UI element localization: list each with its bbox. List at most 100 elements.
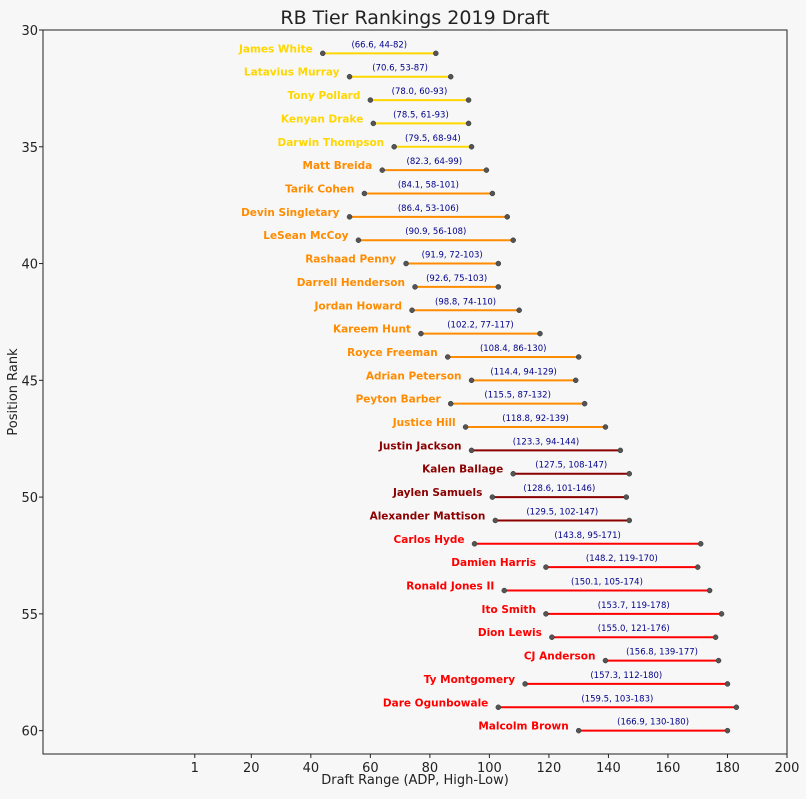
player-range: Ronald Jones II (150.1, 105-174) <box>406 578 713 594</box>
player-range: CJ Anderson (156.8, 139-177) <box>524 648 722 664</box>
player-range: Malcolm Brown (166.9, 130-180) <box>478 718 731 734</box>
adp-data-label: (150.1, 105-174) <box>571 578 643 588</box>
low-point <box>489 494 496 500</box>
player-name-label: Malcolm Brown <box>478 721 568 733</box>
low-point <box>370 120 377 127</box>
player-name-label: Ty Montgomery <box>424 674 516 686</box>
player-range: Jordan Howard (98.8, 74-110) <box>314 297 522 314</box>
player-name-label: Kalen Ballage <box>422 464 503 476</box>
high-point <box>537 330 543 337</box>
high-point <box>489 190 496 197</box>
low-point <box>492 517 499 524</box>
adp-data-label: (70.6, 53-87) <box>372 64 428 74</box>
player-name-label: Tarik Cohen <box>285 183 354 195</box>
player-name-label: Justin Jackson <box>378 440 462 452</box>
adp-data-label: (157.3, 112-180) <box>590 671 662 681</box>
high-point <box>724 681 731 687</box>
player-range: Carlos Hyde (143.8, 95-171) <box>394 531 704 547</box>
player-range: Alexander Mattison (129.5, 102-147) <box>370 507 633 524</box>
player-name-label: LeSean McCoy <box>263 230 348 242</box>
x-tick-label: 180 <box>715 761 740 776</box>
high-point <box>465 97 472 103</box>
player-range: Adrian Peterson (114.4, 94-129) <box>366 367 579 384</box>
x-tick-label: 20 <box>243 761 260 776</box>
high-point <box>626 517 633 524</box>
x-tick-label: 40 <box>303 761 320 776</box>
high-point <box>575 354 582 360</box>
low-point <box>468 377 475 384</box>
player-range: Tarik Cohen (84.1, 58-101) <box>285 180 496 197</box>
player-name-label: CJ Anderson <box>524 651 596 663</box>
player-name-label: Kareem Hunt <box>333 324 411 336</box>
high-point <box>712 634 719 640</box>
chart-title: RB Tier Rankings 2019 Draft <box>280 7 549 29</box>
player-name-label: Damien Harris <box>451 557 536 569</box>
player-range: Justin Jackson (123.3, 94-144) <box>378 437 624 454</box>
adp-data-label: (153.7, 119-178) <box>598 601 670 611</box>
player-name-label: Devin Singletary <box>241 207 340 219</box>
player-name-label: Matt Breida <box>303 160 373 172</box>
adp-data-label: (91.9, 72-103) <box>422 251 483 261</box>
adp-data-label: (102.2, 77-117) <box>447 321 513 331</box>
high-point <box>706 587 713 594</box>
y-tick-label: 40 <box>21 258 38 273</box>
player-name-label: Latavius Murray <box>244 67 340 79</box>
adp-data-label: (78.5, 61-93) <box>393 110 449 120</box>
player-range: Royce Freeman (108.4, 86-130) <box>347 344 582 360</box>
adp-data-label: (86.4, 53-106) <box>398 204 459 214</box>
low-point <box>444 354 451 360</box>
player-range: Rashaad Penny (91.9, 72-103) <box>305 251 502 267</box>
player-range: Darwin Thompson (79.5, 68-94) <box>278 134 475 150</box>
player-name-label: Ito Smith <box>482 604 536 616</box>
high-point <box>495 260 502 267</box>
x-tick-label: 140 <box>596 761 621 776</box>
player-name-label: James White <box>238 43 313 55</box>
adp-data-label: (114.4, 94-129) <box>490 367 556 377</box>
adp-data-label: (92.6, 75-103) <box>426 274 487 284</box>
high-point <box>694 564 701 570</box>
low-point <box>409 307 415 314</box>
player-range: Dion Lewis (155.0, 121-176) <box>478 624 719 640</box>
high-point <box>447 73 454 80</box>
player-name-label: Justice Hill <box>392 417 456 429</box>
high-point <box>468 144 475 150</box>
x-tick-label: 60 <box>362 761 379 776</box>
player-range: Kalen Ballage (127.5, 108-147) <box>422 461 633 477</box>
low-point <box>412 284 418 290</box>
player-range: Matt Breida (82.3, 64-99) <box>303 157 490 173</box>
player-range: Ty Montgomery (157.3, 112-180) <box>424 671 731 687</box>
adp-data-label: (90.9, 56-108) <box>405 227 466 237</box>
adp-data-label: (115.5, 87-132) <box>484 391 550 401</box>
high-point <box>623 494 630 500</box>
x-tick-label: 120 <box>537 761 562 776</box>
player-range: Dare Ogunbowale (159.5, 103-183) <box>383 694 740 711</box>
player-range: Ito Smith (153.7, 119-178) <box>482 601 725 617</box>
low-point <box>543 611 549 617</box>
y-tick-label: 35 <box>21 141 38 156</box>
x-tick-label: 80 <box>422 761 439 776</box>
player-range: Darrell Henderson (92.6, 75-103) <box>297 274 502 290</box>
adp-data-label: (78.0, 60-93) <box>392 87 448 97</box>
player-name-label: Jaylen Samuels <box>392 487 482 499</box>
player-name-label: Alexander Mattison <box>370 510 486 522</box>
adp-data-label: (129.5, 102-147) <box>526 507 598 517</box>
low-point <box>418 330 424 337</box>
player-range: Devin Singletary (86.4, 53-106) <box>241 204 511 220</box>
adp-data-label: (155.0, 121-176) <box>598 624 670 634</box>
adp-data-label: (82.3, 64-99) <box>407 157 463 167</box>
high-point <box>495 284 502 290</box>
player-name-label: Dare Ogunbowale <box>383 697 488 709</box>
y-axis: 30 35 40 45 50 55 60 <box>21 24 43 740</box>
player-name-label: Dion Lewis <box>478 627 542 639</box>
adp-data-label: (127.5, 108-147) <box>535 461 607 471</box>
player-range: Peyton Barber (115.5, 87-132) <box>356 391 588 407</box>
low-point <box>346 214 353 220</box>
high-point <box>617 447 624 454</box>
player-range: Kenyan Drake (78.5, 61-93) <box>281 110 472 127</box>
high-point <box>465 120 472 127</box>
high-point <box>626 470 633 477</box>
player-name-label: Darwin Thompson <box>278 137 385 149</box>
adp-data-label: (156.8, 139-177) <box>626 648 698 658</box>
player-range: Tony Pollard (78.0, 60-93) <box>288 87 472 103</box>
